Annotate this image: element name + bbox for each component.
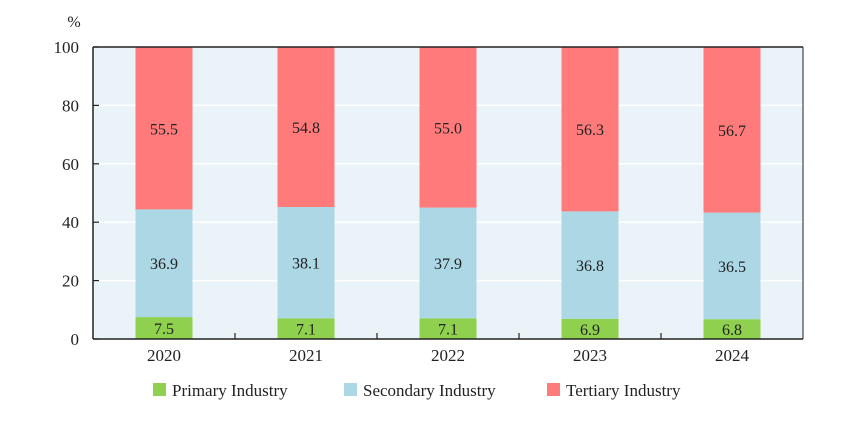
x-tick-label: 2021 bbox=[289, 346, 323, 365]
data-label: 7.1 bbox=[296, 322, 316, 339]
legend-swatch bbox=[547, 383, 560, 396]
data-label: 36.8 bbox=[576, 258, 604, 275]
bar-segment bbox=[277, 318, 335, 339]
data-label: 55.5 bbox=[150, 121, 178, 138]
data-label: 56.3 bbox=[576, 122, 604, 139]
bar-segment bbox=[277, 47, 335, 208]
data-label: 36.9 bbox=[150, 256, 178, 273]
data-label: 38.1 bbox=[292, 256, 320, 273]
y-tick-label: 60 bbox=[62, 155, 79, 174]
bar-segment bbox=[135, 317, 193, 339]
bar-segment bbox=[419, 318, 477, 339]
legend-label: Tertiary Industry bbox=[566, 381, 681, 400]
bar-segment bbox=[277, 207, 335, 319]
legend-label: Secondary Industry bbox=[363, 381, 496, 400]
y-axis-unit-label: % bbox=[67, 14, 80, 31]
bar-segment bbox=[561, 211, 619, 319]
legend-swatch bbox=[344, 383, 357, 396]
x-tick-label: 2022 bbox=[431, 346, 465, 365]
data-label: 6.9 bbox=[580, 322, 600, 339]
y-tick-label: 40 bbox=[62, 213, 79, 232]
data-label: 36.5 bbox=[718, 259, 746, 276]
y-tick-label: 0 bbox=[71, 330, 80, 349]
x-tick-label: 2020 bbox=[147, 346, 181, 365]
bar-segment bbox=[135, 47, 193, 210]
bar-segment bbox=[419, 207, 477, 319]
bar-segment bbox=[561, 318, 619, 339]
data-label: 56.7 bbox=[718, 123, 746, 140]
y-tick-label: 80 bbox=[62, 96, 79, 115]
bar-segment bbox=[561, 47, 619, 212]
data-label: 7.1 bbox=[438, 322, 458, 339]
bar-segment bbox=[419, 47, 477, 208]
data-label: 7.5 bbox=[154, 321, 174, 338]
data-label: 55.0 bbox=[434, 120, 462, 137]
legend-swatch bbox=[153, 383, 166, 396]
bar-segment bbox=[135, 209, 193, 318]
legend-label: Primary Industry bbox=[172, 381, 288, 400]
data-label: 37.9 bbox=[434, 256, 462, 273]
y-tick-label: 100 bbox=[54, 38, 80, 57]
y-tick-label: 20 bbox=[62, 272, 79, 291]
data-label: 6.8 bbox=[722, 322, 742, 339]
x-tick-label: 2023 bbox=[573, 346, 607, 365]
bar-segment bbox=[703, 319, 761, 339]
x-tick-label: 2024 bbox=[715, 346, 750, 365]
bar-segment bbox=[703, 47, 761, 213]
data-label: 54.8 bbox=[292, 120, 320, 137]
bar-segment bbox=[703, 212, 761, 320]
